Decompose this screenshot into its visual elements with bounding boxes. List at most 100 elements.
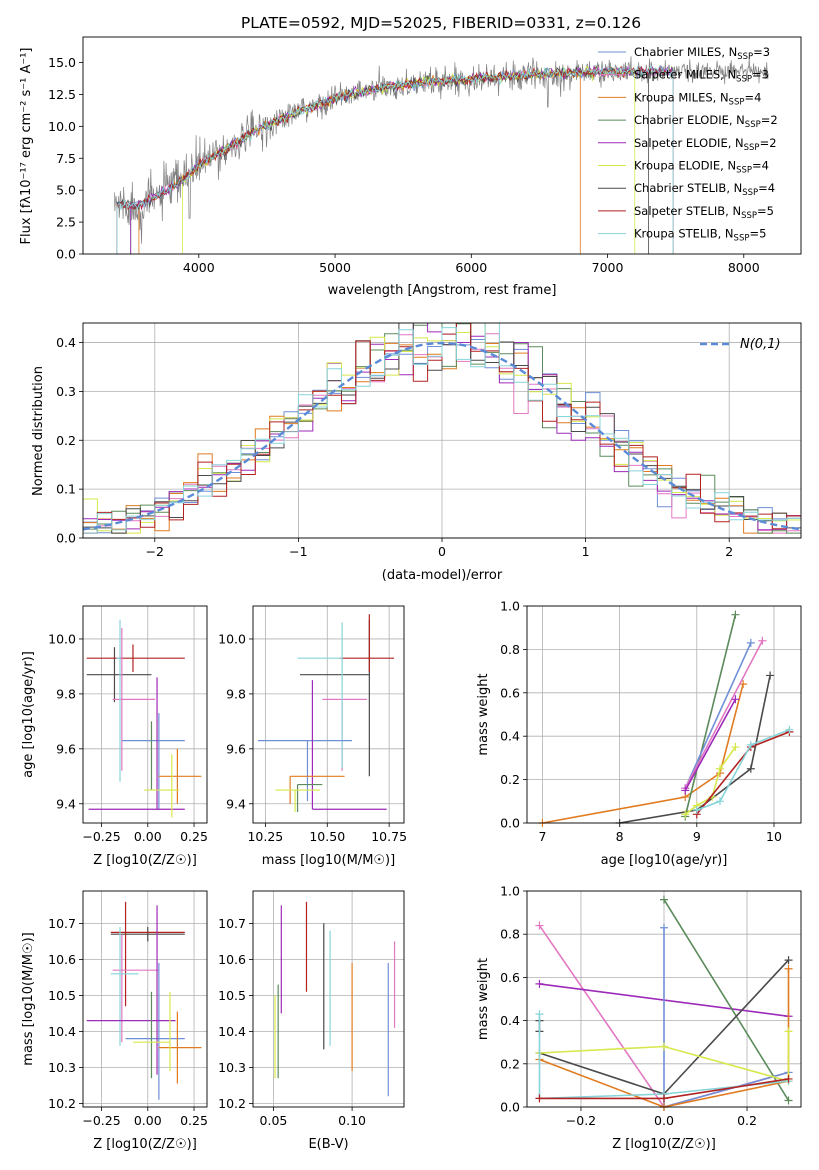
weight-line bbox=[684, 640, 764, 789]
y-axis-label: Normed distribution bbox=[31, 366, 46, 496]
model-line bbox=[130, 64, 674, 254]
model-line bbox=[116, 65, 674, 254]
legend-label: N(0,1) bbox=[740, 337, 781, 352]
x-tick-label: 6000 bbox=[455, 260, 487, 275]
weight-marker bbox=[784, 1027, 793, 1036]
x-tick-label: 0.0 bbox=[654, 1113, 674, 1128]
y-tick-label: 10.7 bbox=[48, 916, 76, 931]
x-tick-label: −0.25 bbox=[82, 829, 120, 844]
y-tick-label: 9.8 bbox=[226, 686, 246, 701]
y-axis-label: Flux [fλ10⁻¹⁷ erg cm⁻² s⁻¹ A⁻¹] bbox=[19, 48, 34, 245]
axes-frame bbox=[82, 605, 208, 824]
y-tick-label: 2.5 bbox=[56, 215, 76, 230]
y-tick-label: 10.4 bbox=[48, 1024, 76, 1039]
y-tick-label: 10.0 bbox=[218, 631, 246, 646]
x-tick-label: 0.25 bbox=[180, 829, 208, 844]
axes-frame bbox=[252, 890, 405, 1108]
weight-marker bbox=[731, 743, 740, 752]
x-tick-label: 8000 bbox=[728, 260, 760, 275]
weight-line bbox=[539, 968, 790, 1107]
x-axis-label: Z [log10(Z/Z☉)] bbox=[93, 853, 197, 868]
y-tick-label: 0.4 bbox=[56, 335, 76, 350]
x-tick-label: 0.00 bbox=[134, 1113, 162, 1128]
y-tick-label: 0.2 bbox=[56, 433, 76, 448]
axes-frame bbox=[526, 890, 802, 1108]
x-tick-label: 8 bbox=[616, 829, 624, 844]
axes-frame bbox=[526, 605, 802, 824]
y-tick-label: 10.2 bbox=[48, 1096, 76, 1111]
mass_vs_Z-axes: −0.25 0.00 0.25 10.2 10.3 10.4 10.5 10.6 10.7 bbox=[48, 890, 208, 1128]
y-tick-label: 10.0 bbox=[48, 631, 76, 646]
y-tick-label: 12.5 bbox=[48, 87, 76, 102]
weight-line bbox=[619, 675, 771, 823]
y-tick-label: 0.8 bbox=[500, 927, 520, 942]
residuals-axes: −2 −1 0 1 2 0.0 0.1 0.2 0.3 0.4 bbox=[56, 322, 802, 559]
y-tick-label: 0.3 bbox=[56, 384, 76, 399]
y-tick-label: 10.5 bbox=[218, 988, 246, 1003]
spectrum-axes: 4000 5000 6000 7000 8000 0.0 2.5 5.0 7.5 10.0 12.5… bbox=[48, 36, 802, 275]
weight_vs_age-axes: 7 8 9 10 0.0 0.2 0.4 0.6 0.8 1.0 bbox=[500, 599, 802, 844]
legend-label: Kroupa MILES, NSSP=4 bbox=[634, 90, 761, 107]
y-tick-label: 0.2 bbox=[500, 772, 520, 787]
weight-marker bbox=[660, 1094, 668, 1103]
x-tick-label: 5000 bbox=[319, 260, 351, 275]
y-tick-label: 0.0 bbox=[56, 247, 76, 262]
x-tick-label: 7000 bbox=[592, 260, 624, 275]
y-tick-label: 10.6 bbox=[48, 952, 76, 967]
legend-label: Salpeter STELIB, NSSP=5 bbox=[634, 204, 774, 221]
y-tick-label: 7.5 bbox=[56, 151, 76, 166]
y-tick-label: 9.6 bbox=[56, 741, 76, 756]
weight-marker bbox=[535, 921, 544, 930]
weight-marker bbox=[731, 610, 740, 619]
x-tick-label: 0.05 bbox=[260, 1113, 288, 1128]
weight-marker bbox=[715, 797, 724, 806]
x-tick-label: 10.25 bbox=[247, 829, 283, 844]
y-tick-label: 0.0 bbox=[500, 1100, 520, 1115]
axes-frame bbox=[252, 605, 405, 824]
weight-line bbox=[696, 728, 790, 811]
weight-marker bbox=[784, 964, 793, 973]
legend: Chabrier MILES, NSSP=3 Salpeter MILES, NS… bbox=[598, 45, 778, 244]
y-tick-label: 0.0 bbox=[500, 816, 520, 831]
model-line bbox=[182, 65, 636, 254]
y-axis-label: age [log10(age/yr)] bbox=[21, 651, 36, 778]
model-line bbox=[116, 65, 674, 254]
weight-marker bbox=[758, 636, 767, 645]
x-axis-label: E(B-V) bbox=[308, 1137, 348, 1152]
x-tick-label: 10.75 bbox=[371, 829, 407, 844]
weight-marker bbox=[784, 956, 793, 965]
weight-marker bbox=[731, 695, 740, 704]
y-tick-label: 0.2 bbox=[500, 1056, 520, 1071]
legend-label: Kroupa STELIB, NSSP=5 bbox=[634, 227, 766, 244]
x-tick-label: 0.10 bbox=[338, 1113, 366, 1128]
weight-marker bbox=[746, 740, 755, 749]
x-tick-label: 0.25 bbox=[180, 1113, 208, 1128]
weight-marker bbox=[660, 895, 668, 904]
x-tick-label: −1 bbox=[289, 544, 307, 559]
y-axis-label: mass weight bbox=[476, 958, 491, 1040]
y-tick-label: 10.3 bbox=[48, 1060, 76, 1075]
y-tick-label: 0.1 bbox=[56, 482, 76, 497]
y-tick-label: 1.0 bbox=[500, 884, 520, 899]
weight-line bbox=[684, 698, 737, 791]
weight-line bbox=[684, 614, 737, 817]
x-tick-label: 2 bbox=[725, 544, 733, 559]
legend-label: Chabrier ELODIE, NSSP=2 bbox=[634, 113, 778, 130]
x-tick-label: 7 bbox=[538, 829, 546, 844]
weight-marker bbox=[535, 1010, 544, 1019]
y-tick-label: 0.6 bbox=[500, 685, 520, 700]
weight-line bbox=[663, 927, 789, 1107]
age_vs_Z-axes: −0.25 0.00 0.25 9.4 9.6 9.8 10.0 bbox=[48, 605, 208, 844]
weight-marker bbox=[784, 1096, 793, 1105]
weight-marker bbox=[681, 786, 690, 795]
y-tick-label: 9.6 bbox=[226, 741, 246, 756]
legend-label: Chabrier MILES, NSSP=3 bbox=[634, 45, 770, 62]
x-tick-label: 0 bbox=[438, 544, 446, 559]
y-tick-label: 9.4 bbox=[226, 796, 246, 811]
weight_vs_Z-axes: −0.2 0.0 0.2 0.0 0.2 0.4 0.6 0.8 1.0 bbox=[500, 884, 802, 1128]
axes-frame bbox=[82, 36, 802, 255]
x-tick-label: −2 bbox=[146, 544, 164, 559]
y-tick-label: 10.7 bbox=[218, 916, 246, 931]
axes-frame bbox=[82, 890, 208, 1108]
